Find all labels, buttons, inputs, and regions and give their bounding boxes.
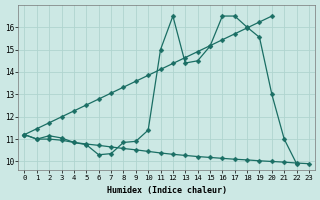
X-axis label: Humidex (Indice chaleur): Humidex (Indice chaleur) xyxy=(107,186,227,195)
